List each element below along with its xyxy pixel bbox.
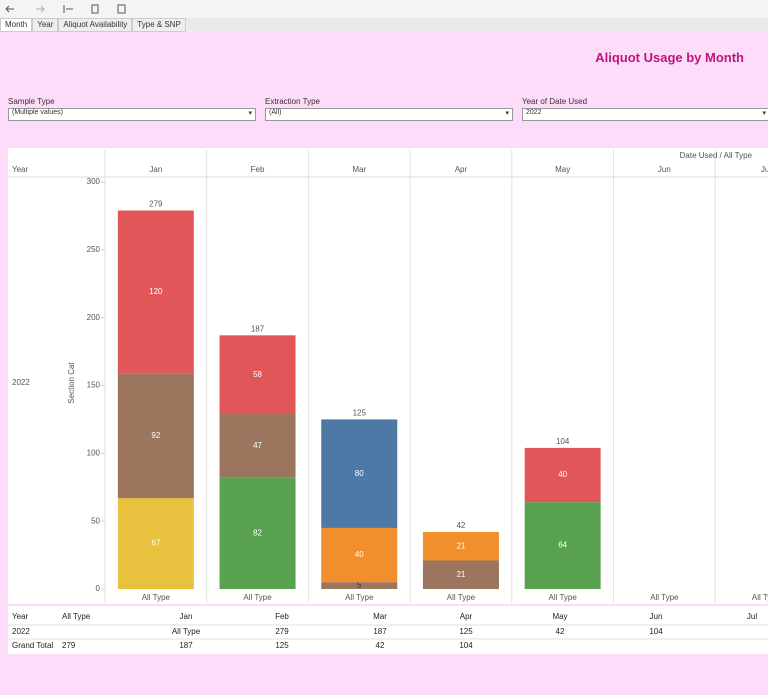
y-tick-label: 100 — [87, 448, 101, 457]
filter-dropdown[interactable]: (All) — [265, 108, 513, 121]
table-cell: 125 — [275, 641, 289, 650]
table-header: All Type — [62, 612, 91, 621]
table-header: Feb — [275, 612, 289, 621]
table-cell: 279 — [62, 641, 76, 650]
filter-dropdown[interactable]: 2022 — [522, 108, 768, 121]
segment-label: 80 — [355, 469, 364, 478]
table-cell: 104 — [649, 627, 663, 636]
bar-segment — [117, 498, 194, 589]
filter-label: Year of Date Used — [522, 97, 588, 106]
bar-segment — [321, 527, 398, 583]
table-cell: 187 — [179, 641, 193, 650]
table-cell: 2022 — [12, 627, 30, 636]
bar-segment — [422, 560, 499, 589]
table-cell: 125 — [459, 627, 473, 636]
header-right: Date Used / All Type — [680, 151, 753, 160]
y-tick-label: 0 — [96, 584, 101, 593]
bar-segment — [524, 502, 601, 589]
total-label: 125 — [353, 409, 367, 418]
y-tick-label: 200 — [87, 313, 101, 322]
table-header: Year — [12, 612, 29, 621]
toolbar-icons — [5, 4, 126, 14]
table-header: Mar — [373, 612, 387, 621]
bar-segment — [219, 477, 296, 589]
tab[interactable]: Type & SNP — [132, 18, 186, 32]
filter-label: Extraction Type — [265, 97, 320, 106]
table-cell: All Type — [172, 627, 201, 636]
x-footer-label: All Type — [752, 593, 768, 602]
segment-label: 40 — [355, 550, 364, 559]
segment-label: 58 — [253, 370, 262, 379]
total-label: 42 — [456, 521, 465, 530]
x-footer-label: All Type — [345, 593, 374, 602]
table-cell: Grand Total — [12, 641, 53, 650]
tab[interactable]: Year — [32, 18, 59, 32]
tab[interactable]: Month — [0, 18, 33, 32]
x-footer-label: All Type — [548, 593, 577, 602]
bar-segment — [321, 582, 398, 589]
segment-label: 21 — [456, 541, 465, 550]
bar-segment — [219, 413, 296, 478]
x-footer-label: All Type — [650, 593, 679, 602]
table-cell: 187 — [373, 627, 387, 636]
tab-bar: Month Year Aliquot Availability Type & SNP — [0, 18, 768, 32]
x-category-label: Apr — [455, 165, 468, 174]
table-cell: 42 — [376, 641, 385, 650]
table-header: Apr — [460, 612, 473, 621]
segment-label: 21 — [456, 570, 465, 579]
x-category-label: May — [555, 165, 570, 174]
segment-label: 47 — [253, 441, 262, 450]
toolbar — [0, 0, 768, 18]
table-header: Jan — [180, 612, 193, 621]
table-cell: 104 — [459, 641, 473, 650]
bar-segment — [321, 419, 398, 528]
x-footer-label: All Type — [447, 593, 476, 602]
table-bg — [8, 606, 768, 654]
filter-label: Sample Type — [8, 97, 55, 106]
filter: Sample Type (Multiple values) — [8, 97, 256, 121]
segment-label: 67 — [151, 539, 160, 548]
segment-label: 5 — [357, 581, 362, 590]
row-label: 2022 — [12, 378, 30, 387]
filter: Year of Date Used 2022 — [522, 97, 768, 121]
segment-label: 92 — [151, 431, 160, 440]
table-cell: 42 — [556, 627, 565, 636]
bar-segment — [422, 532, 499, 561]
total-label: 279 — [149, 200, 163, 209]
x-category-label: Feb — [251, 165, 265, 174]
x-category-label: Jan — [149, 165, 162, 174]
table-header: Jul — [747, 612, 757, 621]
header-left: Year — [12, 165, 29, 174]
bar-segment — [117, 373, 194, 499]
bar-segment — [117, 210, 194, 374]
tab[interactable]: Aliquot Availability — [58, 18, 133, 32]
segment-label: 40 — [558, 470, 567, 479]
bar-segment — [219, 335, 296, 414]
x-footer-label: All Type — [142, 593, 171, 602]
table-header: Jun — [650, 612, 663, 621]
dashboard-title: Aliquot Usage by Month — [595, 50, 744, 65]
segment-label: 120 — [149, 287, 163, 296]
total-label: 104 — [556, 437, 570, 446]
y-tick-label: 150 — [87, 381, 101, 390]
total-label: 187 — [251, 324, 265, 333]
segment-label: 64 — [558, 541, 567, 550]
x-category-label: Mar — [352, 165, 366, 174]
y-tick-label: 250 — [87, 245, 101, 254]
bar-segment — [524, 447, 601, 503]
table-cell: 279 — [275, 627, 289, 636]
table-header: May — [552, 612, 567, 621]
x-footer-label: All Type — [243, 593, 272, 602]
x-category-label: Jun — [658, 165, 671, 174]
filter: Extraction Type (All) — [265, 97, 513, 121]
y-tick-label: 50 — [91, 516, 100, 525]
y-tick-label: 300 — [87, 177, 101, 186]
segment-label: 82 — [253, 528, 262, 537]
x-category-label: Jul — [761, 165, 768, 174]
y-axis-title: Section Cat — [67, 362, 76, 404]
filter-dropdown[interactable]: (Multiple values) — [8, 108, 256, 121]
